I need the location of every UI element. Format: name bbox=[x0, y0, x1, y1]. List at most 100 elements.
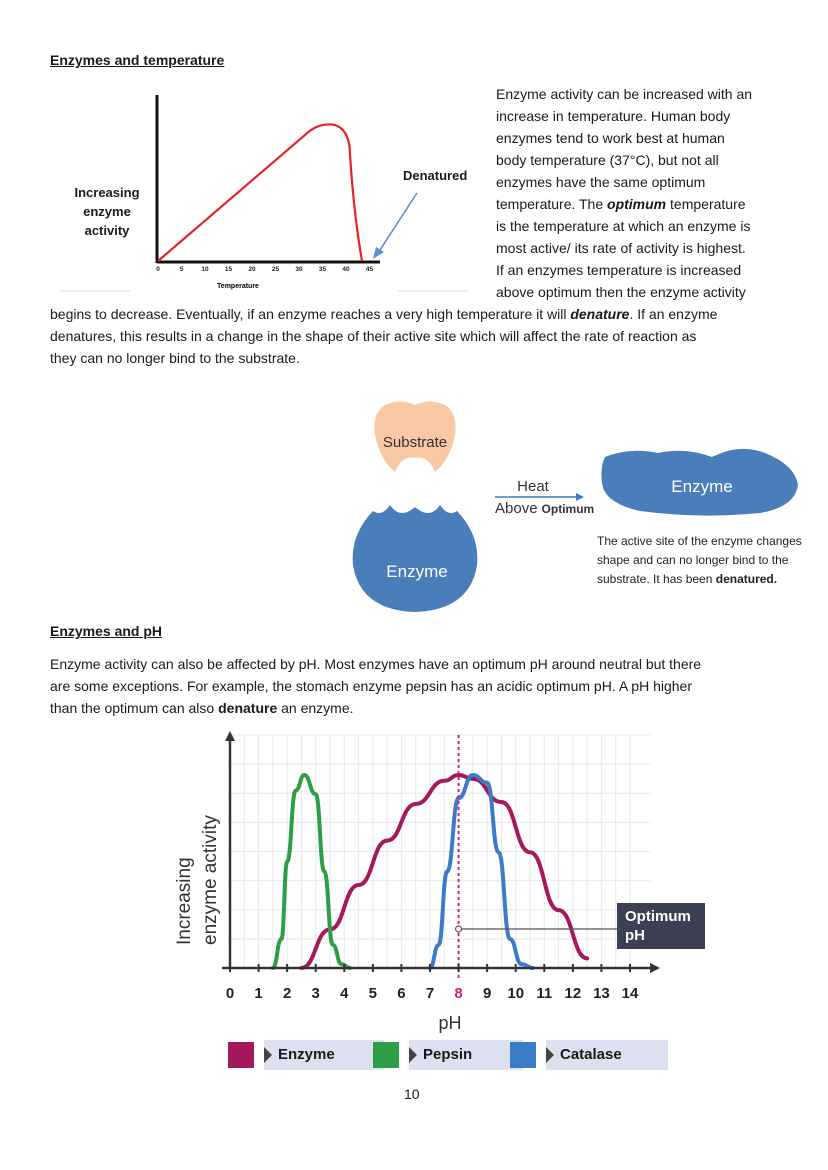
x-tick-label: 2 bbox=[283, 985, 291, 1002]
x-tick-label: 0 bbox=[226, 985, 234, 1002]
denatured-enzyme-label: Enzyme bbox=[671, 477, 732, 496]
series-line-catalase bbox=[428, 772, 535, 970]
y-label-svg: Increasing enzyme activity bbox=[174, 815, 221, 945]
x-tick-label: 30 bbox=[295, 266, 303, 273]
y-label-line: activity bbox=[84, 223, 130, 238]
above-word: Above bbox=[495, 500, 538, 517]
x-tick-labels: 0 1 2 3 4 5 6 7 8 9 10 11 12 13 14 bbox=[226, 964, 639, 1002]
text-span: begins to decrease. Eventually, if an en… bbox=[50, 306, 571, 322]
substrate-label: Substrate bbox=[383, 434, 447, 451]
text-line: is the temperature at which an enzyme is bbox=[496, 218, 751, 234]
text-line: Enzyme activity can also be affected by … bbox=[50, 656, 702, 672]
x-axis-label: pH bbox=[438, 1013, 461, 1033]
x-tick-label: 9 bbox=[483, 985, 491, 1002]
x-axis-label: Temperature bbox=[217, 283, 259, 290]
x-tick-label: 40 bbox=[342, 266, 350, 273]
y-axis-arrow bbox=[225, 731, 235, 741]
enzyme-shape bbox=[352, 505, 478, 612]
text-line: denatures, this results in a change in t… bbox=[50, 328, 697, 344]
denature-bold: denature bbox=[218, 700, 278, 716]
x-tick-labels: 0 5 10 15 20 25 30 35 40 45 bbox=[156, 266, 373, 273]
text-span: temperature. The bbox=[496, 196, 608, 212]
legend-swatch bbox=[510, 1042, 536, 1068]
x-tick-label: 11 bbox=[536, 985, 552, 1002]
denatured-annotation: Denatured bbox=[403, 168, 468, 183]
text-line: they can no longer bind to the substrate… bbox=[50, 350, 300, 366]
x-axis-arrow bbox=[650, 963, 660, 973]
legend-item-enzyme: Enzyme bbox=[228, 1040, 384, 1070]
temperature-paragraph: Enzyme activity can be increased with an… bbox=[496, 83, 796, 303]
text-line: Enzyme activity can be increased with an bbox=[496, 86, 753, 102]
x-tick-label: 10 bbox=[507, 985, 524, 1002]
y-label-line: Increasing bbox=[74, 185, 140, 200]
caption-line: substrate. It has been denatured. bbox=[597, 570, 817, 589]
y-label-line: enzyme activity bbox=[200, 815, 221, 945]
optimum-ph-callout: Optimum pH bbox=[617, 903, 705, 949]
text-span: an enzyme. bbox=[277, 700, 354, 716]
above-optimum-label: Above Optimum bbox=[495, 500, 594, 517]
text-line: increase in temperature. Human body bbox=[496, 108, 731, 124]
x-tick-label: 14 bbox=[622, 985, 639, 1002]
ph-chart: 0 1 2 3 4 5 6 7 8 9 10 11 12 13 14 pH bbox=[222, 731, 660, 1033]
temperature-chart: 0 5 10 15 20 25 30 35 40 45 Temperature bbox=[60, 95, 468, 292]
x-tick-label: 5 bbox=[369, 985, 377, 1002]
legend-label: Enzyme bbox=[264, 1040, 384, 1070]
text-line: If an enzymes temperature is increased bbox=[496, 262, 742, 278]
section-heading-ph: Enzymes and pH bbox=[50, 623, 163, 639]
text-line: enzymes have the same optimum bbox=[496, 174, 706, 190]
text-line: are some exceptions. For example, the st… bbox=[50, 678, 692, 694]
optimum-emphasis: optimum bbox=[607, 196, 667, 212]
legend-label: Pepsin bbox=[409, 1040, 523, 1070]
substrate-shape bbox=[374, 401, 456, 472]
x-tick-label: 8 bbox=[454, 985, 462, 1002]
series-line-enzyme bbox=[299, 772, 590, 970]
text-line: body temperature (37°C), but not all bbox=[496, 152, 719, 168]
text-line: begins to decrease. Eventually, if an en… bbox=[50, 303, 790, 325]
heat-label: Heat bbox=[517, 478, 550, 495]
legend-swatch bbox=[373, 1042, 399, 1068]
optimum-pointer-dot bbox=[454, 925, 463, 933]
x-tick-label: 5 bbox=[180, 266, 184, 273]
callout-line: Optimum bbox=[625, 908, 691, 925]
denatured-arrow bbox=[377, 192, 418, 254]
x-tick-label: 7 bbox=[426, 985, 434, 1002]
page-number: 10 bbox=[404, 1086, 420, 1102]
x-tick-label: 10 bbox=[201, 266, 209, 273]
text-line: than the optimum can also denature an en… bbox=[50, 697, 810, 719]
denatured-caption: The active site of the enzyme changes sh… bbox=[597, 532, 817, 589]
temp-y-label: Increasing enzyme activity bbox=[62, 183, 152, 240]
section-heading-temperature: Enzymes and temperature bbox=[50, 52, 225, 68]
caption-bold: denatured. bbox=[715, 572, 778, 586]
heat-arrow-head bbox=[576, 493, 584, 501]
chart-series bbox=[270, 772, 590, 970]
y-label-line: Increasing bbox=[174, 857, 195, 945]
legend-label: Catalase bbox=[546, 1040, 668, 1070]
x-tick-label: 4 bbox=[340, 985, 349, 1002]
x-tick-label: 0 bbox=[156, 266, 160, 273]
text-line: temperature. The optimum temperature bbox=[496, 193, 796, 215]
text-line: enzymes tend to work best at human bbox=[496, 130, 725, 146]
y-label-line: enzyme bbox=[83, 204, 131, 219]
caption-span: substrate. It has been bbox=[597, 572, 716, 586]
caption-line: The active site of the enzyme changes bbox=[597, 534, 802, 548]
x-tick-label: 35 bbox=[319, 266, 327, 273]
text-span: than the optimum can also bbox=[50, 700, 219, 716]
text-line: most active/ its rate of activity is hig… bbox=[496, 240, 746, 256]
denatured-enzyme-shape bbox=[601, 448, 798, 516]
x-tick-label: 3 bbox=[312, 985, 320, 1002]
caption-line: shape and can no longer bind to the bbox=[597, 553, 789, 567]
x-tick-label: 6 bbox=[397, 985, 405, 1002]
text-span: temperature bbox=[666, 196, 746, 212]
enzyme-label: Enzyme bbox=[386, 562, 447, 581]
text-span: . If an enzyme bbox=[629, 306, 718, 322]
temperature-paragraph-cont: begins to decrease. Eventually, if an en… bbox=[50, 303, 790, 369]
ph-paragraph: Enzyme activity can also be affected by … bbox=[50, 653, 810, 719]
series-line-pepsin bbox=[270, 772, 352, 970]
callout-line: pH bbox=[625, 927, 645, 944]
arrow-head bbox=[373, 247, 384, 259]
denature-emphasis: denature bbox=[570, 306, 630, 322]
legend-item-catalase: Catalase bbox=[510, 1040, 668, 1070]
legend-item-pepsin: Pepsin bbox=[373, 1040, 523, 1070]
optimum-word: Optimum bbox=[542, 502, 595, 516]
x-tick-label: 13 bbox=[593, 985, 610, 1002]
